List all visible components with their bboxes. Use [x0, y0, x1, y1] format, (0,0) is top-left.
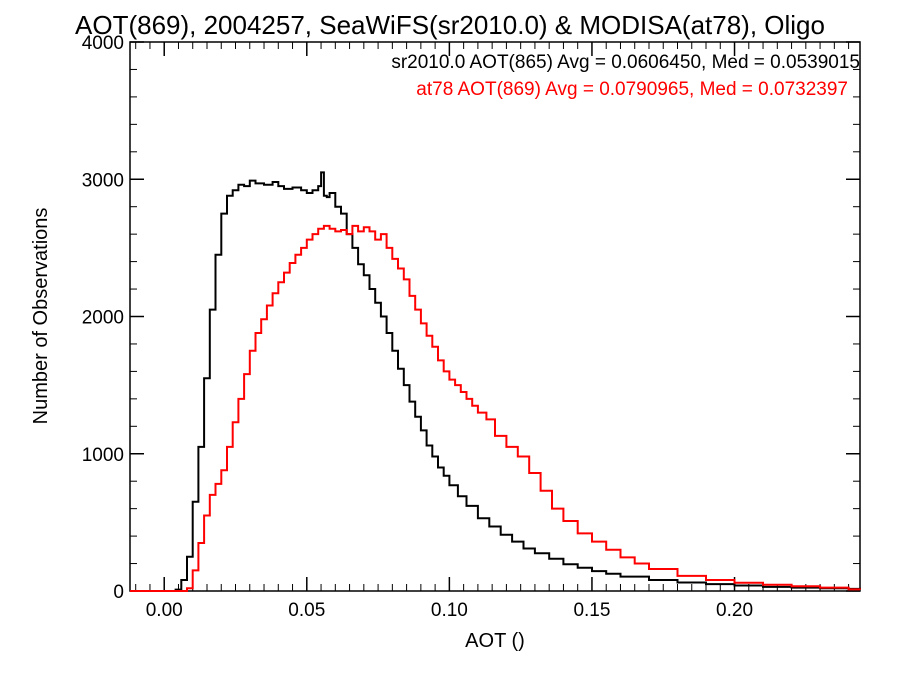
- series-lines: [130, 171, 861, 592]
- x-tick-label: 0.15: [573, 600, 610, 621]
- x-axis-label: AOT (): [465, 630, 525, 652]
- legend-entry-at78: at78 AOT(869) Avg = 0.0790965, Med = 0.0…: [416, 79, 848, 100]
- axis-ticks: [130, 41, 860, 592]
- x-tick-label: 0.10: [431, 600, 468, 621]
- y-axis-label: Number of Observations: [30, 208, 52, 425]
- legend-entry-sr2010: sr2010.0 AOT(865) Avg = 0.0606450, Med =…: [391, 52, 860, 73]
- y-tick-label: 4000: [82, 33, 124, 54]
- y-tick-label: 1000: [82, 445, 124, 466]
- y-tick-label: 2000: [82, 308, 124, 329]
- y-tick-label: 0: [113, 582, 124, 603]
- chart-title: AOT(869), 2004257, SeaWiFS(sr2010.0) & M…: [75, 10, 825, 40]
- y-tick-label: 3000: [82, 170, 124, 191]
- plot-frame: [129, 41, 861, 592]
- series-line-at78: [130, 224, 861, 592]
- series-line-sr2010: [130, 171, 861, 592]
- x-tick-label: 0.20: [716, 600, 753, 621]
- axis-tick-labels: 0.00 0.05 0.10 0.15 0.20 0 1000 2000 3000 4000: [82, 33, 753, 621]
- x-tick-label: 0.00: [146, 600, 183, 621]
- x-tick-label: 0.05: [288, 600, 325, 621]
